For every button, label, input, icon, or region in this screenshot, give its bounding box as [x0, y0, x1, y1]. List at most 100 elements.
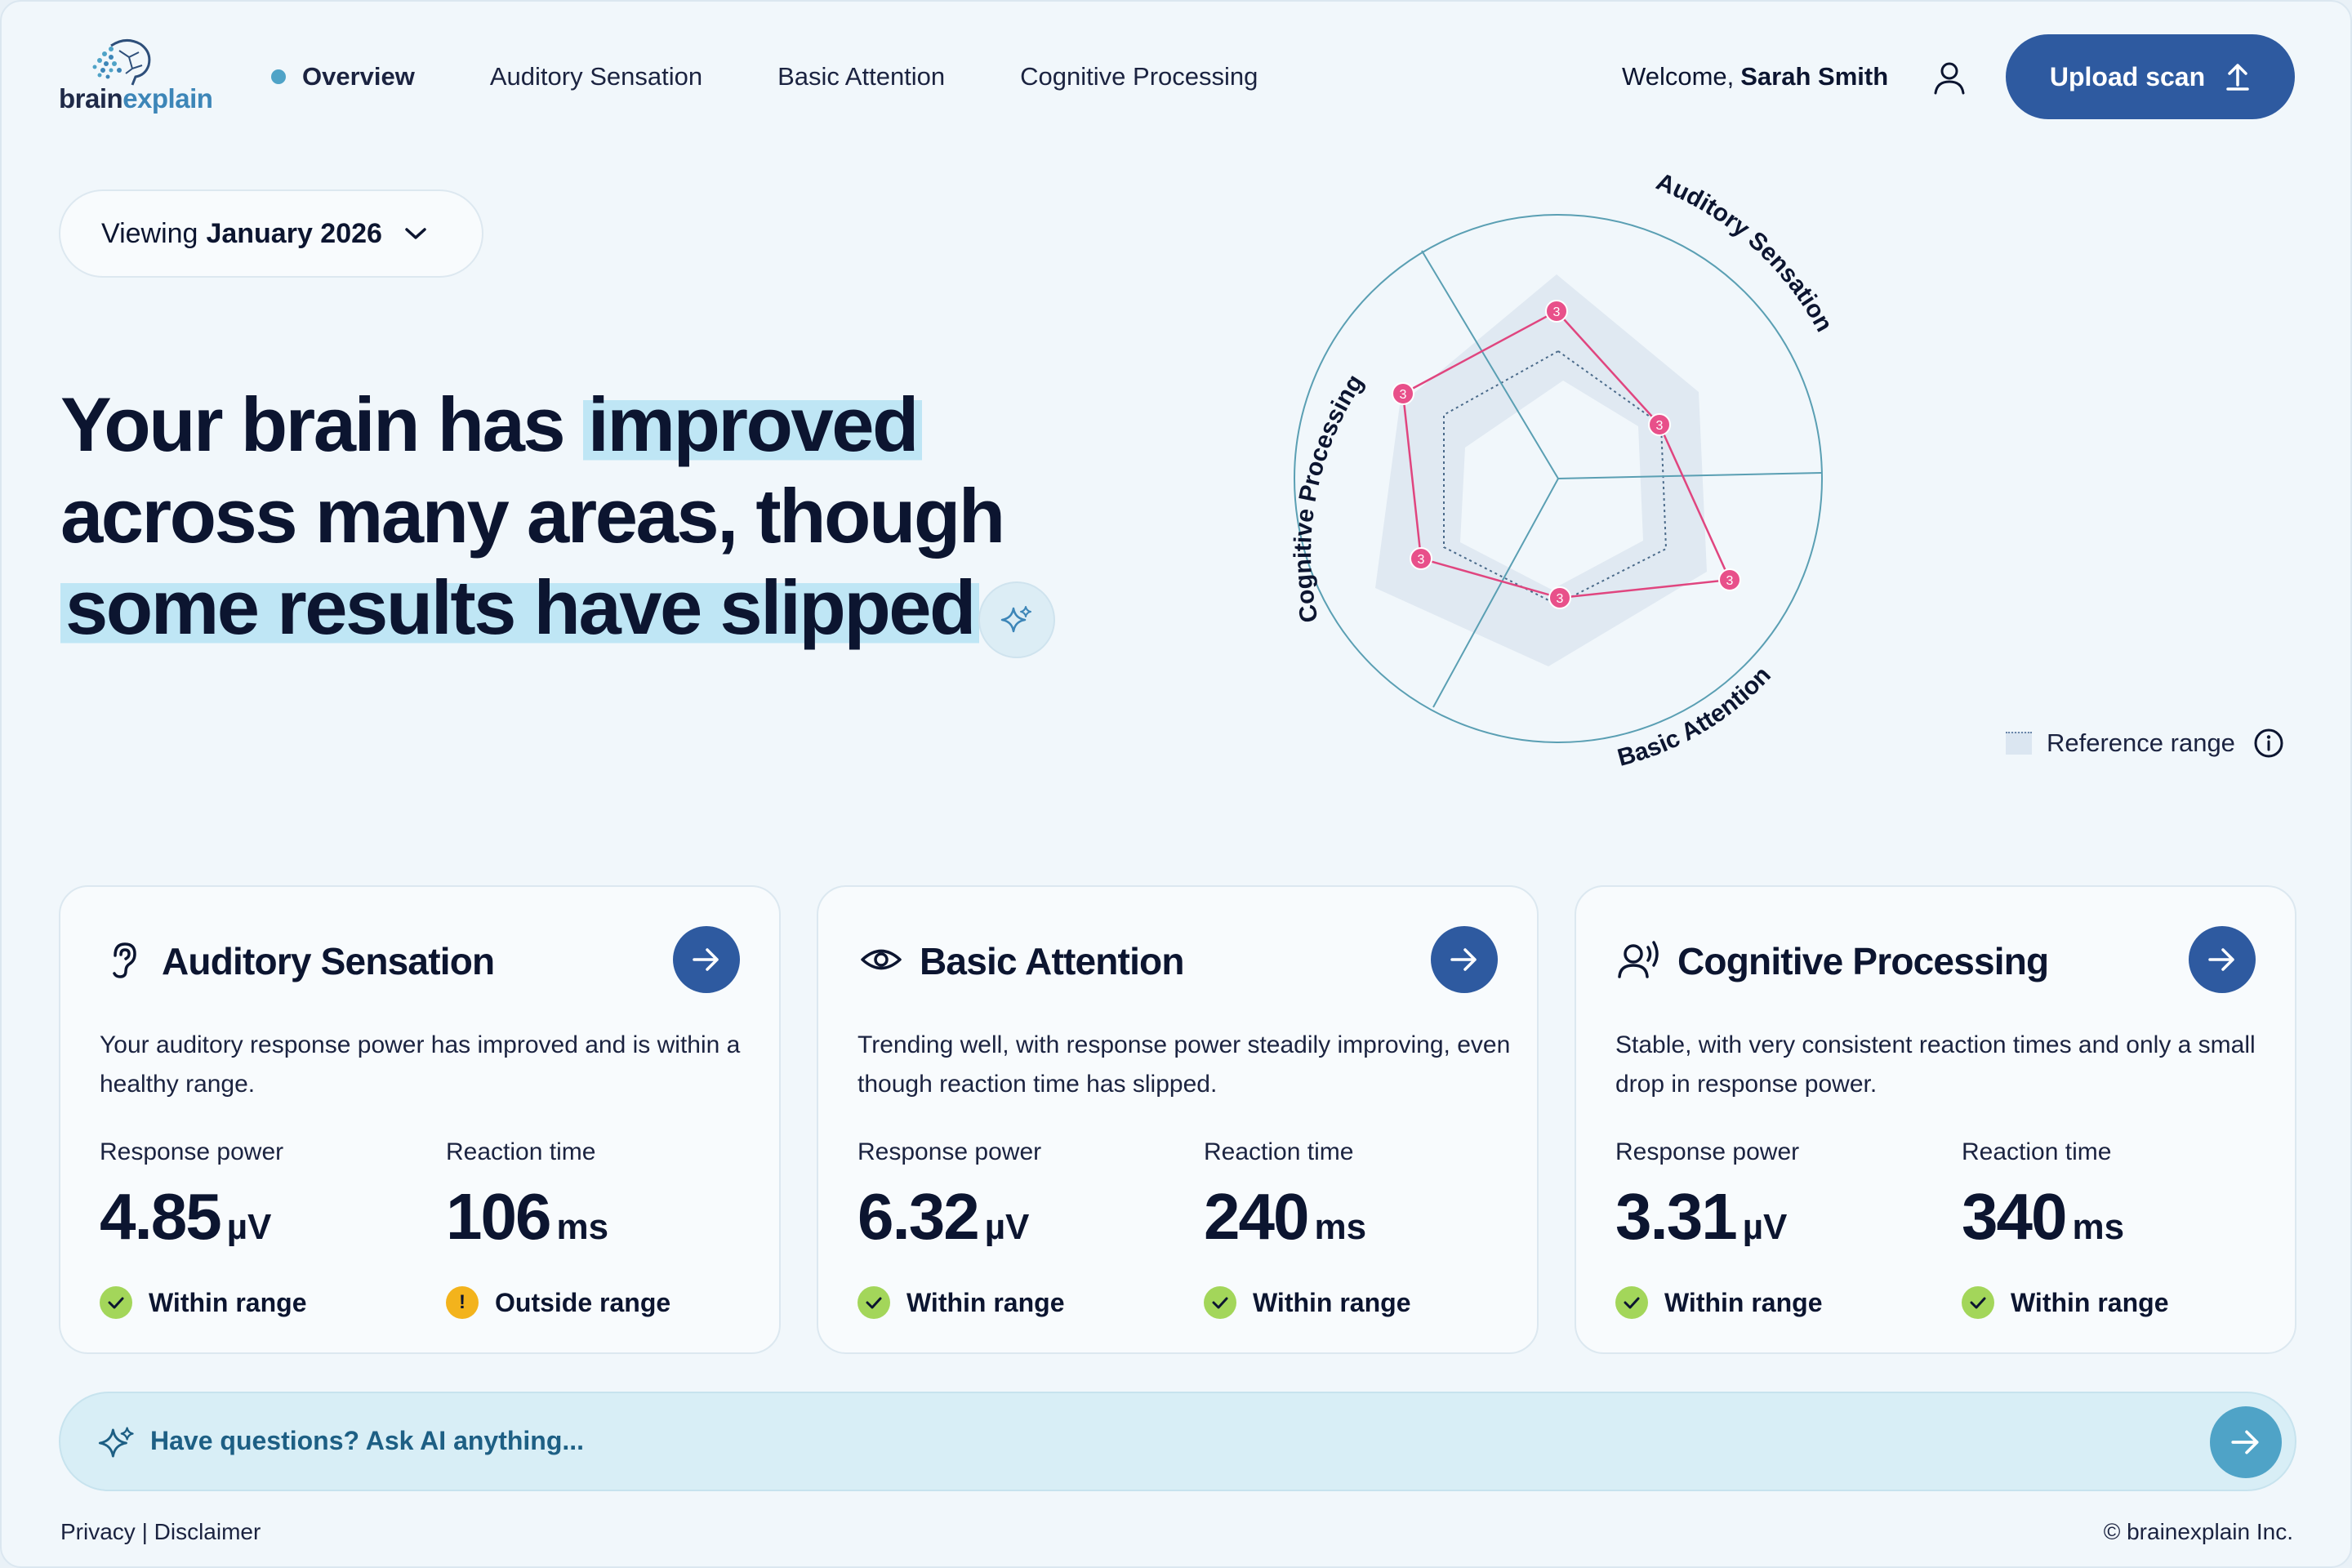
metric-value: 6.32 [858, 1180, 980, 1253]
radar-label-cognitive: Cognitive Processing [1290, 370, 1369, 625]
summary-headline: Your brain has improved across many area… [60, 381, 1005, 650]
check-icon [1204, 1286, 1236, 1319]
ear-icon [113, 942, 136, 978]
upload-scan-button[interactable]: Upload scan [2006, 34, 2295, 119]
cognitive-processing-card: Cognitive Processing Stable, with very c… [1575, 885, 2296, 1354]
radar-label-attention: Basic Attention [1615, 662, 1776, 772]
status-badge: Within range [1204, 1286, 1410, 1319]
radar-axis-auditory [1421, 250, 1559, 479]
reaction-time-metric: Reaction time 106 ms ! Outside range [446, 1138, 670, 1319]
eye-icon [861, 949, 902, 970]
nav-item-cognitive-processing[interactable]: Cognitive Processing [1020, 62, 1258, 91]
metric-value: 106 [446, 1180, 551, 1253]
open-auditory-sensation-button[interactable] [673, 926, 740, 993]
speaking-head-icon [1618, 941, 1659, 978]
metric-unit: ms [2072, 1207, 2125, 1247]
ask-ai-placeholder: Have questions? Ask AI anything... [150, 1426, 585, 1455]
status-badge: Within range [1615, 1286, 1822, 1319]
card-description: Trending well, with response power stead… [858, 1031, 1511, 1098]
nav-item-auditory-sensation[interactable]: Auditory Sensation [489, 62, 703, 91]
check-icon [858, 1286, 890, 1319]
arrow-right-icon [2208, 948, 2234, 971]
basic-attention-card: Basic Attention Trending well, with resp… [817, 885, 1539, 1354]
response-power-metric: Response power 4.85 µV Within range [100, 1138, 306, 1319]
brand-logo[interactable]: brainexplain [59, 38, 214, 114]
main-nav: Overview Auditory Sensation Basic Attent… [271, 59, 1333, 95]
reaction-time-metric: Reaction time 340 ms Within range [1962, 1138, 2168, 1319]
sparkle-icon [98, 1427, 134, 1458]
period-select[interactable]: Viewing January 2026 [59, 189, 483, 278]
check-icon [1615, 1286, 1648, 1319]
disclaimer-link[interactable]: Disclaimer [154, 1519, 261, 1544]
score-point[interactable]: 3 [1545, 300, 1568, 323]
svg-text:3: 3 [1400, 388, 1407, 402]
open-basic-attention-button[interactable] [1431, 926, 1498, 993]
score-point[interactable]: 3 [1392, 382, 1414, 405]
radar-axis-attention [1557, 472, 1822, 479]
metric-unit: ms [1314, 1207, 1367, 1247]
card-description: Stable, with very consistent reaction ti… [1615, 1031, 2256, 1098]
brand-wordmark: brainexplain [59, 83, 213, 114]
auditory-sensation-card: Auditory Sensation Your auditory respons… [59, 885, 781, 1354]
metric-unit: µV [226, 1207, 272, 1247]
check-icon [100, 1286, 132, 1319]
warning-icon: ! [446, 1286, 479, 1319]
open-cognitive-processing-button[interactable] [2189, 926, 2256, 993]
headline-highlight: some results have slipped [60, 564, 979, 650]
send-question-button[interactable] [2210, 1406, 2282, 1478]
svg-text:3: 3 [1418, 553, 1425, 567]
status-badge: Within range [858, 1286, 1064, 1319]
radar-legend: Reference range [2006, 725, 2284, 761]
metric-value: 240 [1204, 1180, 1309, 1253]
metric-value: 4.85 [100, 1180, 222, 1253]
status-badge: ! Outside range [446, 1286, 670, 1319]
arrow-right-icon [693, 948, 719, 971]
score-point[interactable]: 3 [1410, 547, 1432, 570]
response-power-metric: Response power 3.31 µV Within range [1615, 1138, 1822, 1319]
radar-chart: 3 3 3 3 3 3 Auditory Sensation Cognitive… [1290, 168, 1838, 772]
footer-links: Privacy | Disclaimer [60, 1519, 261, 1544]
welcome-message: Welcome, Sarah Smith [1622, 62, 1889, 91]
card-description: Your auditory response power has improve… [100, 1031, 741, 1098]
info-icon[interactable] [2253, 728, 2284, 759]
svg-text:3: 3 [1553, 305, 1561, 319]
ai-explain-button[interactable] [978, 581, 1055, 658]
nav-item-overview[interactable]: Overview [271, 62, 415, 91]
brain-logo-icon [92, 39, 151, 86]
score-point[interactable]: 3 [1548, 586, 1571, 609]
upload-icon [2226, 64, 2249, 91]
arrow-right-icon [1450, 948, 1477, 971]
reference-range-swatch [2006, 732, 2032, 755]
radar-axis-cognitive [1432, 478, 1559, 708]
copyright: © brainexplain Inc. [2103, 1519, 2293, 1544]
privacy-link[interactable]: Privacy [60, 1519, 136, 1544]
response-power-metric: Response power 6.32 µV Within range [858, 1138, 1064, 1319]
chevron-down-icon [405, 228, 426, 239]
sparkle-icon [1000, 606, 1031, 633]
active-indicator-dot [271, 69, 286, 84]
reaction-time-metric: Reaction time 240 ms Within range [1204, 1138, 1410, 1319]
ask-ai-input[interactable]: Have questions? Ask AI anything... [59, 1392, 2296, 1491]
metric-unit: ms [556, 1207, 609, 1247]
svg-text:3: 3 [1557, 592, 1564, 606]
radar-outer-circle [1294, 214, 1823, 743]
card-title: Auditory Sensation [162, 940, 495, 982]
headline-highlight: improved [582, 381, 922, 467]
period-value: January 2026 [206, 217, 382, 249]
metric-unit: µV [984, 1207, 1030, 1247]
arrow-right-icon [2231, 1430, 2259, 1454]
status-badge: Within range [1962, 1286, 2168, 1319]
metric-value: 340 [1962, 1180, 2067, 1253]
svg-text:3: 3 [1726, 574, 1734, 588]
reference-range-band [1375, 274, 1707, 666]
score-point[interactable]: 3 [1648, 413, 1671, 436]
user-name: Sarah Smith [1740, 62, 1889, 91]
check-icon [1962, 1286, 1994, 1319]
user-profile-icon[interactable] [1931, 59, 1968, 96]
metric-unit: µV [1742, 1207, 1788, 1247]
radar-label-auditory: Auditory Sensation [1652, 168, 1838, 336]
score-point[interactable]: 3 [1718, 568, 1741, 591]
nav-item-basic-attention[interactable]: Basic Attention [777, 62, 946, 91]
svg-text:3: 3 [1656, 419, 1664, 433]
